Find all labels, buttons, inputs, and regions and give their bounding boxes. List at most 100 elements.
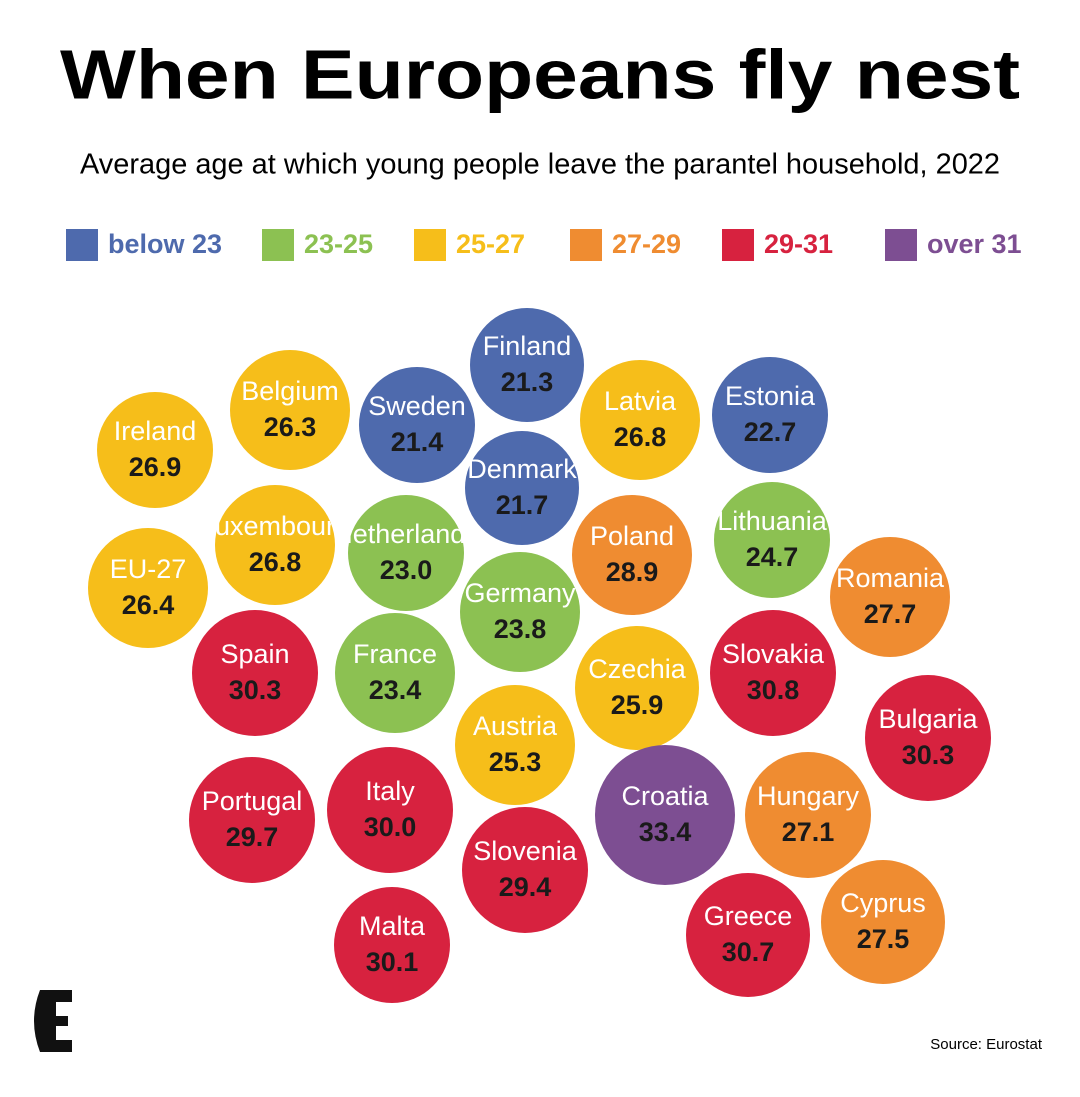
country-label: Bulgaria: [878, 704, 978, 734]
legend-swatch: [262, 229, 294, 261]
value-label: 27.1: [782, 817, 835, 847]
country-label: France: [353, 639, 437, 669]
country-label: Sweden: [368, 391, 466, 421]
bubble: [686, 873, 810, 997]
country-label: Italy: [365, 776, 415, 806]
country-label: Belgium: [241, 376, 339, 406]
value-label: 22.7: [744, 417, 797, 447]
bubble: [462, 807, 588, 933]
country-label: EU-27: [110, 554, 187, 584]
legend-label: below 23: [108, 229, 222, 259]
legend-swatch: [414, 229, 446, 261]
legend-label: 27-29: [612, 229, 681, 259]
legend-swatch: [66, 229, 98, 261]
legend-swatch: [570, 229, 602, 261]
country-label: Estonia: [725, 381, 816, 411]
bubble: [745, 752, 871, 878]
country-label: Romania: [836, 563, 945, 593]
country-label: Greece: [704, 901, 793, 931]
country-label: Denmark: [467, 454, 577, 484]
value-label: 25.9: [611, 690, 664, 720]
value-label: 30.8: [747, 675, 800, 705]
country-label: Austria: [473, 711, 558, 741]
country-label: Portugal: [202, 786, 303, 816]
bubble: [88, 528, 208, 648]
bubble: [821, 860, 945, 984]
value-label: 27.5: [857, 924, 910, 954]
value-label: 30.7: [722, 937, 775, 967]
country-label: Slovenia: [473, 836, 578, 866]
bubble: [230, 350, 350, 470]
bubble: [575, 626, 699, 750]
value-label: 23.0: [380, 555, 433, 585]
bubble: [334, 887, 450, 1003]
bubble: [348, 495, 464, 611]
legend-label: 29-31: [764, 229, 833, 259]
chart-subtitle: Average age at which young people leave …: [80, 149, 1000, 181]
bubble: [714, 482, 830, 598]
value-label: 23.4: [369, 675, 422, 705]
country-label: Netherlands: [333, 519, 479, 549]
value-label: 21.4: [391, 427, 444, 457]
legend-label: over 31: [927, 229, 1022, 259]
value-label: 21.7: [496, 490, 549, 520]
bubble: [215, 485, 335, 605]
bubble: [712, 357, 828, 473]
logo-mark: [34, 990, 72, 1052]
value-label: 26.9: [129, 452, 182, 482]
value-label: 30.0: [364, 812, 417, 842]
bubble: [97, 392, 213, 508]
value-label: 24.7: [746, 542, 799, 572]
country-label: Malta: [359, 911, 426, 941]
country-label: Spain: [220, 639, 289, 669]
value-label: 30.3: [902, 740, 955, 770]
bubble: [335, 613, 455, 733]
chart-title: When Europeans fly nest: [60, 35, 1020, 113]
value-label: 28.9: [606, 557, 659, 587]
bubble: [460, 552, 580, 672]
value-label: 27.7: [864, 599, 917, 629]
country-label: Ireland: [114, 416, 197, 446]
bubble: [830, 537, 950, 657]
legend-label: 25-27: [456, 229, 525, 259]
bubble: [359, 367, 475, 483]
value-label: 21.3: [501, 367, 554, 397]
bubble: [710, 610, 836, 736]
source: Source: Eurostat: [930, 1036, 1043, 1053]
bubble: [465, 431, 579, 545]
legend-swatch: [885, 229, 917, 261]
country-label: Lithuania: [717, 506, 828, 536]
value-label: 33.4: [639, 817, 692, 847]
value-label: 29.4: [499, 872, 552, 902]
country-label: Croatia: [621, 781, 709, 811]
bubble: [327, 747, 453, 873]
country-label: Latvia: [604, 386, 677, 416]
country-label: Luxembourg: [200, 511, 350, 541]
country-label: Cyprus: [840, 888, 926, 918]
bubble: [580, 360, 700, 480]
legend-swatch: [722, 229, 754, 261]
value-label: 26.4: [122, 590, 175, 620]
bubble: [455, 685, 575, 805]
legend-label: 23-25: [304, 229, 373, 259]
bubbles: Ireland 26.9 Belgium 26.3 Sweden 21.4 Finland 2…: [88, 308, 991, 1003]
value-label: 26.8: [614, 422, 667, 452]
bubble: [192, 610, 318, 736]
bubble: [189, 757, 315, 883]
country-label: Slovakia: [722, 639, 825, 669]
country-label: Hungary: [757, 781, 860, 811]
value-label: 30.3: [229, 675, 282, 705]
bubble: [572, 495, 692, 615]
value-label: 26.3: [264, 412, 317, 442]
value-label: 30.1: [366, 947, 419, 977]
value-label: 29.7: [226, 822, 279, 852]
legend: below 23 23-25 25-27 27-29 29-31 over 31: [66, 229, 1022, 261]
bubble: [470, 308, 584, 422]
value-label: 26.8: [249, 547, 302, 577]
country-label: Germany: [464, 578, 576, 608]
bubble: [865, 675, 991, 801]
country-label: Finland: [483, 331, 572, 361]
bubble: [595, 745, 735, 885]
